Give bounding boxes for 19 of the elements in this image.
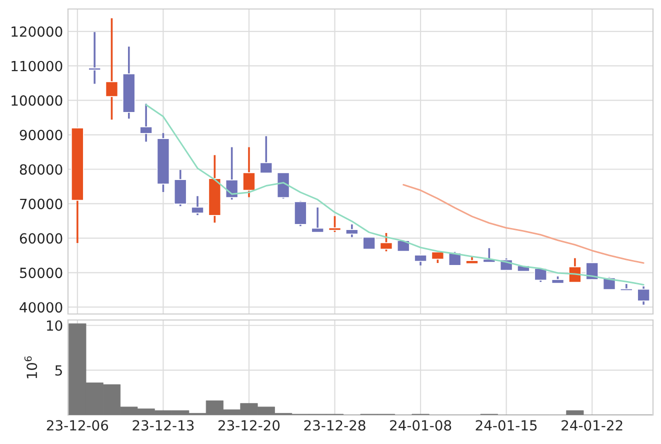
- y-tick-label: 50000: [20, 268, 62, 278]
- y-tick-label: 120000: [12, 26, 62, 37]
- x-tick-label: 23-12-28: [304, 420, 366, 431]
- x-tick-label: 24-01-08: [390, 420, 452, 431]
- y-tick-label: 60000: [20, 233, 62, 244]
- x-tick-label: 24-01-22: [562, 420, 622, 431]
- y-tick-label: 110000: [12, 60, 62, 72]
- y-tick-label: 90000: [20, 130, 62, 140]
- y-tick-label: 40000: [20, 302, 62, 313]
- x-tick-label: 23-12-13: [132, 420, 194, 431]
- x-tick-label: 24-01-15: [476, 420, 537, 431]
- y-axis-title: 10$^{6}$: [24, 356, 38, 378]
- y-tick-label: 10: [46, 320, 62, 331]
- x-tick-label: 23-12-06: [46, 420, 108, 431]
- y-tick-label: 80000: [20, 164, 62, 175]
- x-tick-label: 23-12-20: [218, 420, 280, 431]
- y-tick-label: 100000: [12, 95, 62, 106]
- y-tick-label: 70000: [20, 198, 62, 210]
- y-tick-label: 5: [55, 365, 62, 376]
